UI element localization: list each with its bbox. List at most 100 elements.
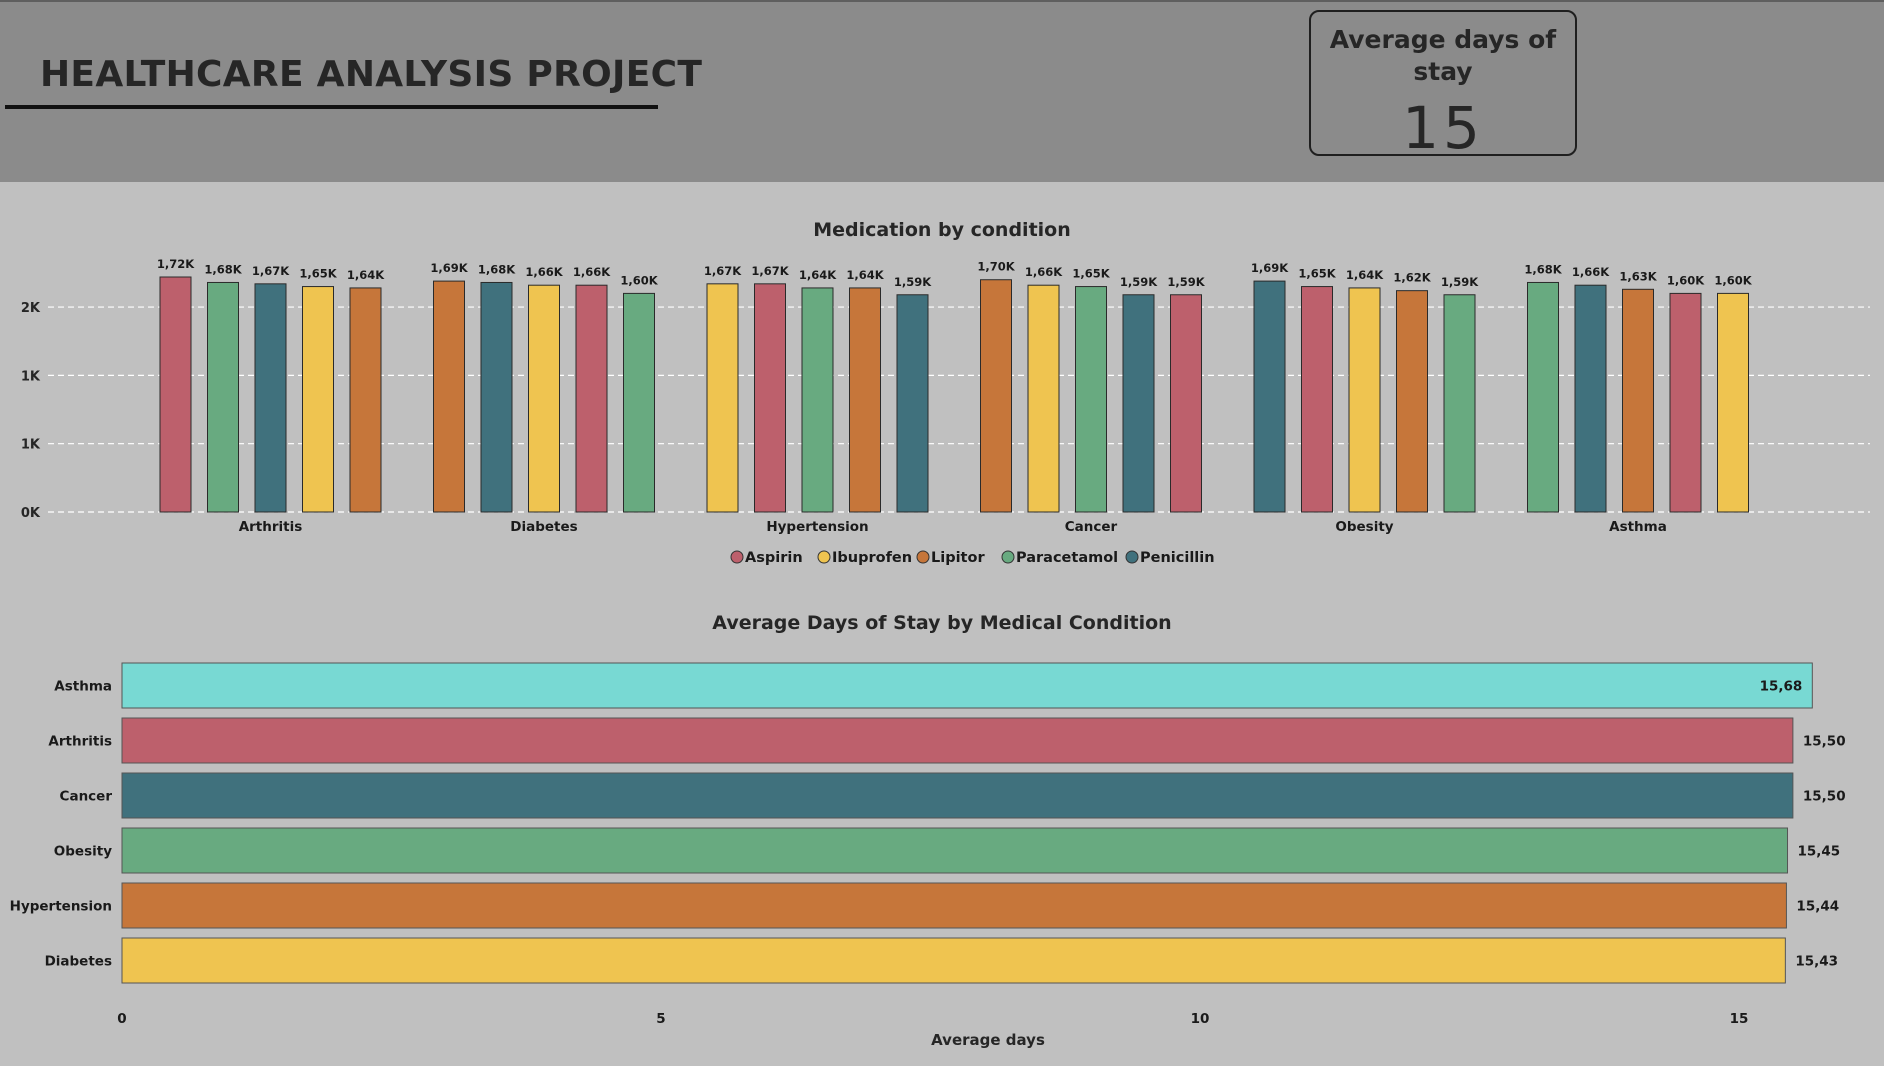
data-label: 1,65K	[1072, 267, 1110, 281]
x-category-label: Diabetes	[510, 519, 577, 535]
bar-hypertension-penicillin[interactable]	[896, 294, 929, 513]
legend: Aspirin Ibuprofen Lipitor Paracetamol Penici…	[730, 550, 1215, 566]
data-label: 1,65K	[299, 267, 337, 281]
legend-label: Ibuprofen	[832, 550, 912, 566]
data-label: 1,66K	[525, 265, 563, 279]
legend-swatch-icon	[916, 550, 930, 564]
bar-obesity-paracetamol[interactable]	[1443, 294, 1476, 513]
data-label: 1,69K	[430, 261, 468, 275]
data-label: 1,64K	[347, 268, 385, 282]
kpi-label: Average days of stay	[1329, 25, 1557, 86]
bar-asthma-lipitor[interactable]	[1622, 288, 1654, 513]
x-tick-label: 5	[656, 1011, 665, 1027]
data-label: 1,60K	[1667, 273, 1705, 287]
x-tick-label: 10	[1191, 1011, 1210, 1027]
legend-swatch-icon	[817, 550, 831, 564]
legend-item-ibuprofen[interactable]: Ibuprofen	[817, 550, 912, 566]
data-label: 1,65K	[1298, 267, 1336, 281]
x-axis-title: Average days	[931, 1031, 1045, 1049]
bar-hypertension-aspirin[interactable]	[754, 283, 786, 513]
hbar-asthma[interactable]	[121, 662, 1813, 709]
kpi-card[interactable]: Average days of stay 15	[1309, 10, 1577, 162]
data-label: 1,66K	[573, 265, 611, 279]
medication-by-condition-chart[interactable]: Medication by condition 0K 1K 1K 2K 1,72K 1,68…	[0, 182, 1884, 582]
title-underline	[5, 105, 658, 109]
bar-obesity-penicillin[interactable]	[1253, 280, 1286, 513]
hbar-diabetes[interactable]	[121, 937, 1786, 984]
x-category-label: Cancer	[1065, 519, 1118, 535]
bar-cancer-aspirin[interactable]	[1170, 294, 1202, 513]
data-label: 15,50	[1803, 789, 1846, 805]
bar-cancer-penicillin[interactable]	[1122, 294, 1155, 513]
bar-hypertension-paracetamol[interactable]	[801, 287, 834, 513]
bar-hypertension-ibuprofen[interactable]	[706, 283, 739, 513]
bar-diabetes-aspirin[interactable]	[575, 284, 608, 513]
page-title: HEALTHCARE ANALYSIS PROJECT	[40, 54, 703, 95]
bar-diabetes-ibuprofen[interactable]	[528, 284, 560, 513]
bar-cancer-lipitor[interactable]	[980, 279, 1012, 513]
x-tick-label: 15	[1730, 1011, 1749, 1027]
bar-obesity-ibuprofen[interactable]	[1348, 287, 1381, 513]
bar-cancer-paracetamol[interactable]	[1075, 286, 1107, 513]
bar-hypertension-lipitor[interactable]	[849, 287, 881, 513]
data-label: 1,66K	[1572, 265, 1610, 279]
legend-swatch-icon	[1001, 550, 1015, 564]
bar-asthma-paracetamol[interactable]	[1527, 281, 1559, 513]
data-label: 1,72K	[157, 257, 195, 271]
data-label: 1,59K	[894, 275, 932, 289]
legend-swatch-icon	[1125, 550, 1139, 564]
data-label: 1,67K	[252, 264, 290, 278]
x-category-label: Obesity	[1335, 519, 1393, 535]
y-category-label: Hypertension	[10, 899, 112, 915]
bar-obesity-lipitor[interactable]	[1396, 290, 1428, 513]
data-label: 1,68K	[478, 262, 516, 276]
x-category-label: Hypertension	[766, 519, 868, 535]
y-category-label: Cancer	[60, 789, 113, 805]
legend-item-paracetamol[interactable]: Paracetamol	[1001, 550, 1118, 566]
data-label: 1,67K	[704, 264, 742, 278]
y-category-label: Diabetes	[45, 954, 112, 970]
average-days-of-stay-chart[interactable]: Average Days of Stay by Medical Conditio…	[0, 600, 1884, 1066]
data-label: 1,68K	[204, 262, 242, 276]
bar-arthritis-aspirin[interactable]	[159, 276, 192, 513]
data-label: 1,67K	[751, 264, 789, 278]
chart-title: Medication by condition	[813, 219, 1071, 241]
bar-obesity-aspirin[interactable]	[1301, 286, 1333, 513]
bar-arthritis-lipitor[interactable]	[349, 287, 382, 513]
bar-diabetes-lipitor[interactable]	[433, 280, 465, 513]
data-label: 15,68	[1760, 679, 1803, 695]
legend-label: Paracetamol	[1016, 550, 1118, 566]
hbar-cancer[interactable]	[121, 772, 1794, 819]
data-label: 1,70K	[977, 260, 1015, 274]
data-label: 15,43	[1795, 954, 1838, 970]
legend-label: Penicillin	[1140, 550, 1215, 566]
legend-label: Aspirin	[745, 550, 803, 566]
hbar-obesity[interactable]	[121, 827, 1789, 874]
legend-swatch-icon	[730, 550, 744, 564]
bar-arthritis-ibuprofen[interactable]	[302, 286, 334, 513]
bar-cancer-ibuprofen[interactable]	[1027, 284, 1060, 513]
bar-asthma-aspirin[interactable]	[1669, 292, 1702, 513]
data-label: 1,66K	[1025, 265, 1063, 279]
data-label: 1,59K	[1167, 275, 1205, 289]
y-tick-label: 0K	[21, 506, 41, 521]
bar-diabetes-penicillin[interactable]	[480, 281, 513, 513]
bar-diabetes-paracetamol[interactable]	[623, 292, 655, 513]
data-label: 1,63K	[1619, 269, 1657, 283]
bar-arthritis-paracetamol[interactable]	[207, 281, 239, 513]
y-category-label: Arthritis	[48, 734, 112, 750]
bar-asthma-penicillin[interactable]	[1574, 284, 1607, 513]
hbar-hypertension[interactable]	[121, 882, 1787, 929]
y-category-label: Asthma	[54, 679, 112, 695]
y-tick-label: 1K	[21, 369, 41, 384]
bar-arthritis-penicillin[interactable]	[254, 283, 287, 513]
data-label: 1,60K	[1714, 273, 1752, 287]
data-label: 1,68K	[1524, 262, 1562, 276]
legend-item-penicillin[interactable]: Penicillin	[1125, 550, 1215, 566]
bar-asthma-ibuprofen[interactable]	[1717, 292, 1749, 513]
kpi-value: 15	[1402, 94, 1484, 162]
legend-item-lipitor[interactable]: Lipitor	[916, 550, 985, 566]
legend-item-aspirin[interactable]: Aspirin	[730, 550, 803, 566]
y-tick-label: 1K	[21, 438, 41, 453]
hbar-arthritis[interactable]	[121, 717, 1794, 764]
